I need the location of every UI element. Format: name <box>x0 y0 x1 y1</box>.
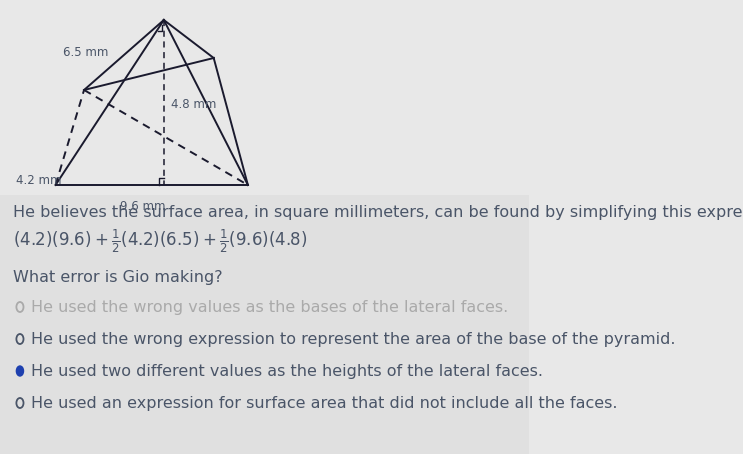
Circle shape <box>16 366 24 376</box>
Text: He believes the surface area, in square millimeters, can be found by simplifying: He believes the surface area, in square … <box>13 205 743 220</box>
Text: He used the wrong expression to represent the area of the base of the pyramid.: He used the wrong expression to represen… <box>31 332 676 347</box>
Text: He used an expression for surface area that did not include all the faces.: He used an expression for surface area t… <box>31 396 618 411</box>
Text: What error is Gio making?: What error is Gio making? <box>13 270 222 285</box>
Text: He used two different values as the heights of the lateral faces.: He used two different values as the heig… <box>31 364 543 379</box>
Bar <box>0 195 529 454</box>
Text: 6.5 mm: 6.5 mm <box>62 45 108 59</box>
Text: 4.8 mm: 4.8 mm <box>171 99 216 112</box>
Text: 4.2 mm: 4.2 mm <box>16 173 61 187</box>
Text: 9.6 mm: 9.6 mm <box>120 200 165 213</box>
Text: He used the wrong values as the bases of the lateral faces.: He used the wrong values as the bases of… <box>31 300 509 315</box>
Text: $(4.2)(9.6)+\frac{1}{2}(4.2)(6.5)+\frac{1}{2}(9.6)(4.8)$: $(4.2)(9.6)+\frac{1}{2}(4.2)(6.5)+\frac{… <box>13 228 308 256</box>
